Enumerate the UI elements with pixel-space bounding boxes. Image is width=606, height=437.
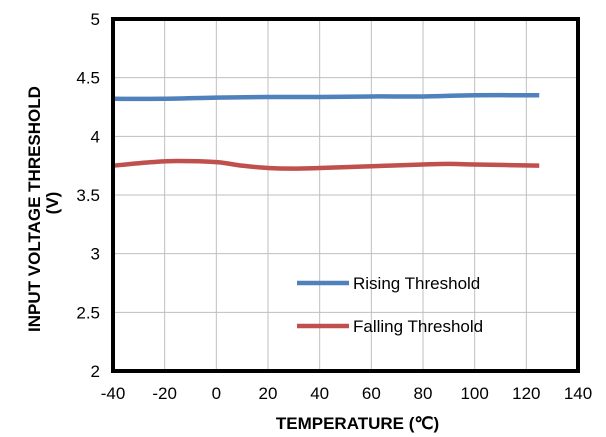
y-tick-label: 2.5 <box>76 303 100 322</box>
y-tick-label: 2 <box>91 362 100 381</box>
x-tick-labels: -40 -20 0 20 40 60 80 100 120 140 <box>101 384 592 403</box>
y-tick-label: 4.5 <box>76 69 100 88</box>
y-tick-label: 4 <box>91 127 100 146</box>
x-tick-label: 20 <box>259 384 278 403</box>
x-tick-label: 100 <box>460 384 488 403</box>
plot-frame <box>111 17 580 373</box>
x-tick-label: -20 <box>152 384 177 403</box>
y-tick-labels: 2 2.5 3 3.5 4 4.5 5 <box>76 10 100 381</box>
y-tick-label: 3 <box>91 245 100 264</box>
x-tick-label: 0 <box>212 384 221 403</box>
x-tick-label: 40 <box>310 384 329 403</box>
x-tick-label: 140 <box>564 384 592 403</box>
series-line-rising-threshold <box>112 92 540 102</box>
x-tick-label: -40 <box>101 384 126 403</box>
series-lines <box>112 92 540 171</box>
x-tick-label: 80 <box>414 384 433 403</box>
gridlines <box>112 18 579 372</box>
series-line-falling-threshold <box>112 158 540 171</box>
x-axis-title: TEMPERATURE (℃) <box>276 414 439 433</box>
y-tick-label: 3.5 <box>76 186 100 205</box>
x-tick-label: 60 <box>362 384 381 403</box>
legend: Rising Threshold Falling Threshold <box>297 274 483 336</box>
y-axis-title-line2: (V) <box>43 192 62 215</box>
y-axis-title-line1: INPUT VOLTAGE THRESHOLD <box>25 86 44 332</box>
y-tick-label: 5 <box>91 10 100 29</box>
legend-label-rising-threshold: Rising Threshold <box>353 274 480 293</box>
y-axis-title: INPUT VOLTAGE THRESHOLD (V) <box>25 86 62 332</box>
x-tick-label: 120 <box>512 384 540 403</box>
legend-label-falling-threshold: Falling Threshold <box>353 317 483 336</box>
